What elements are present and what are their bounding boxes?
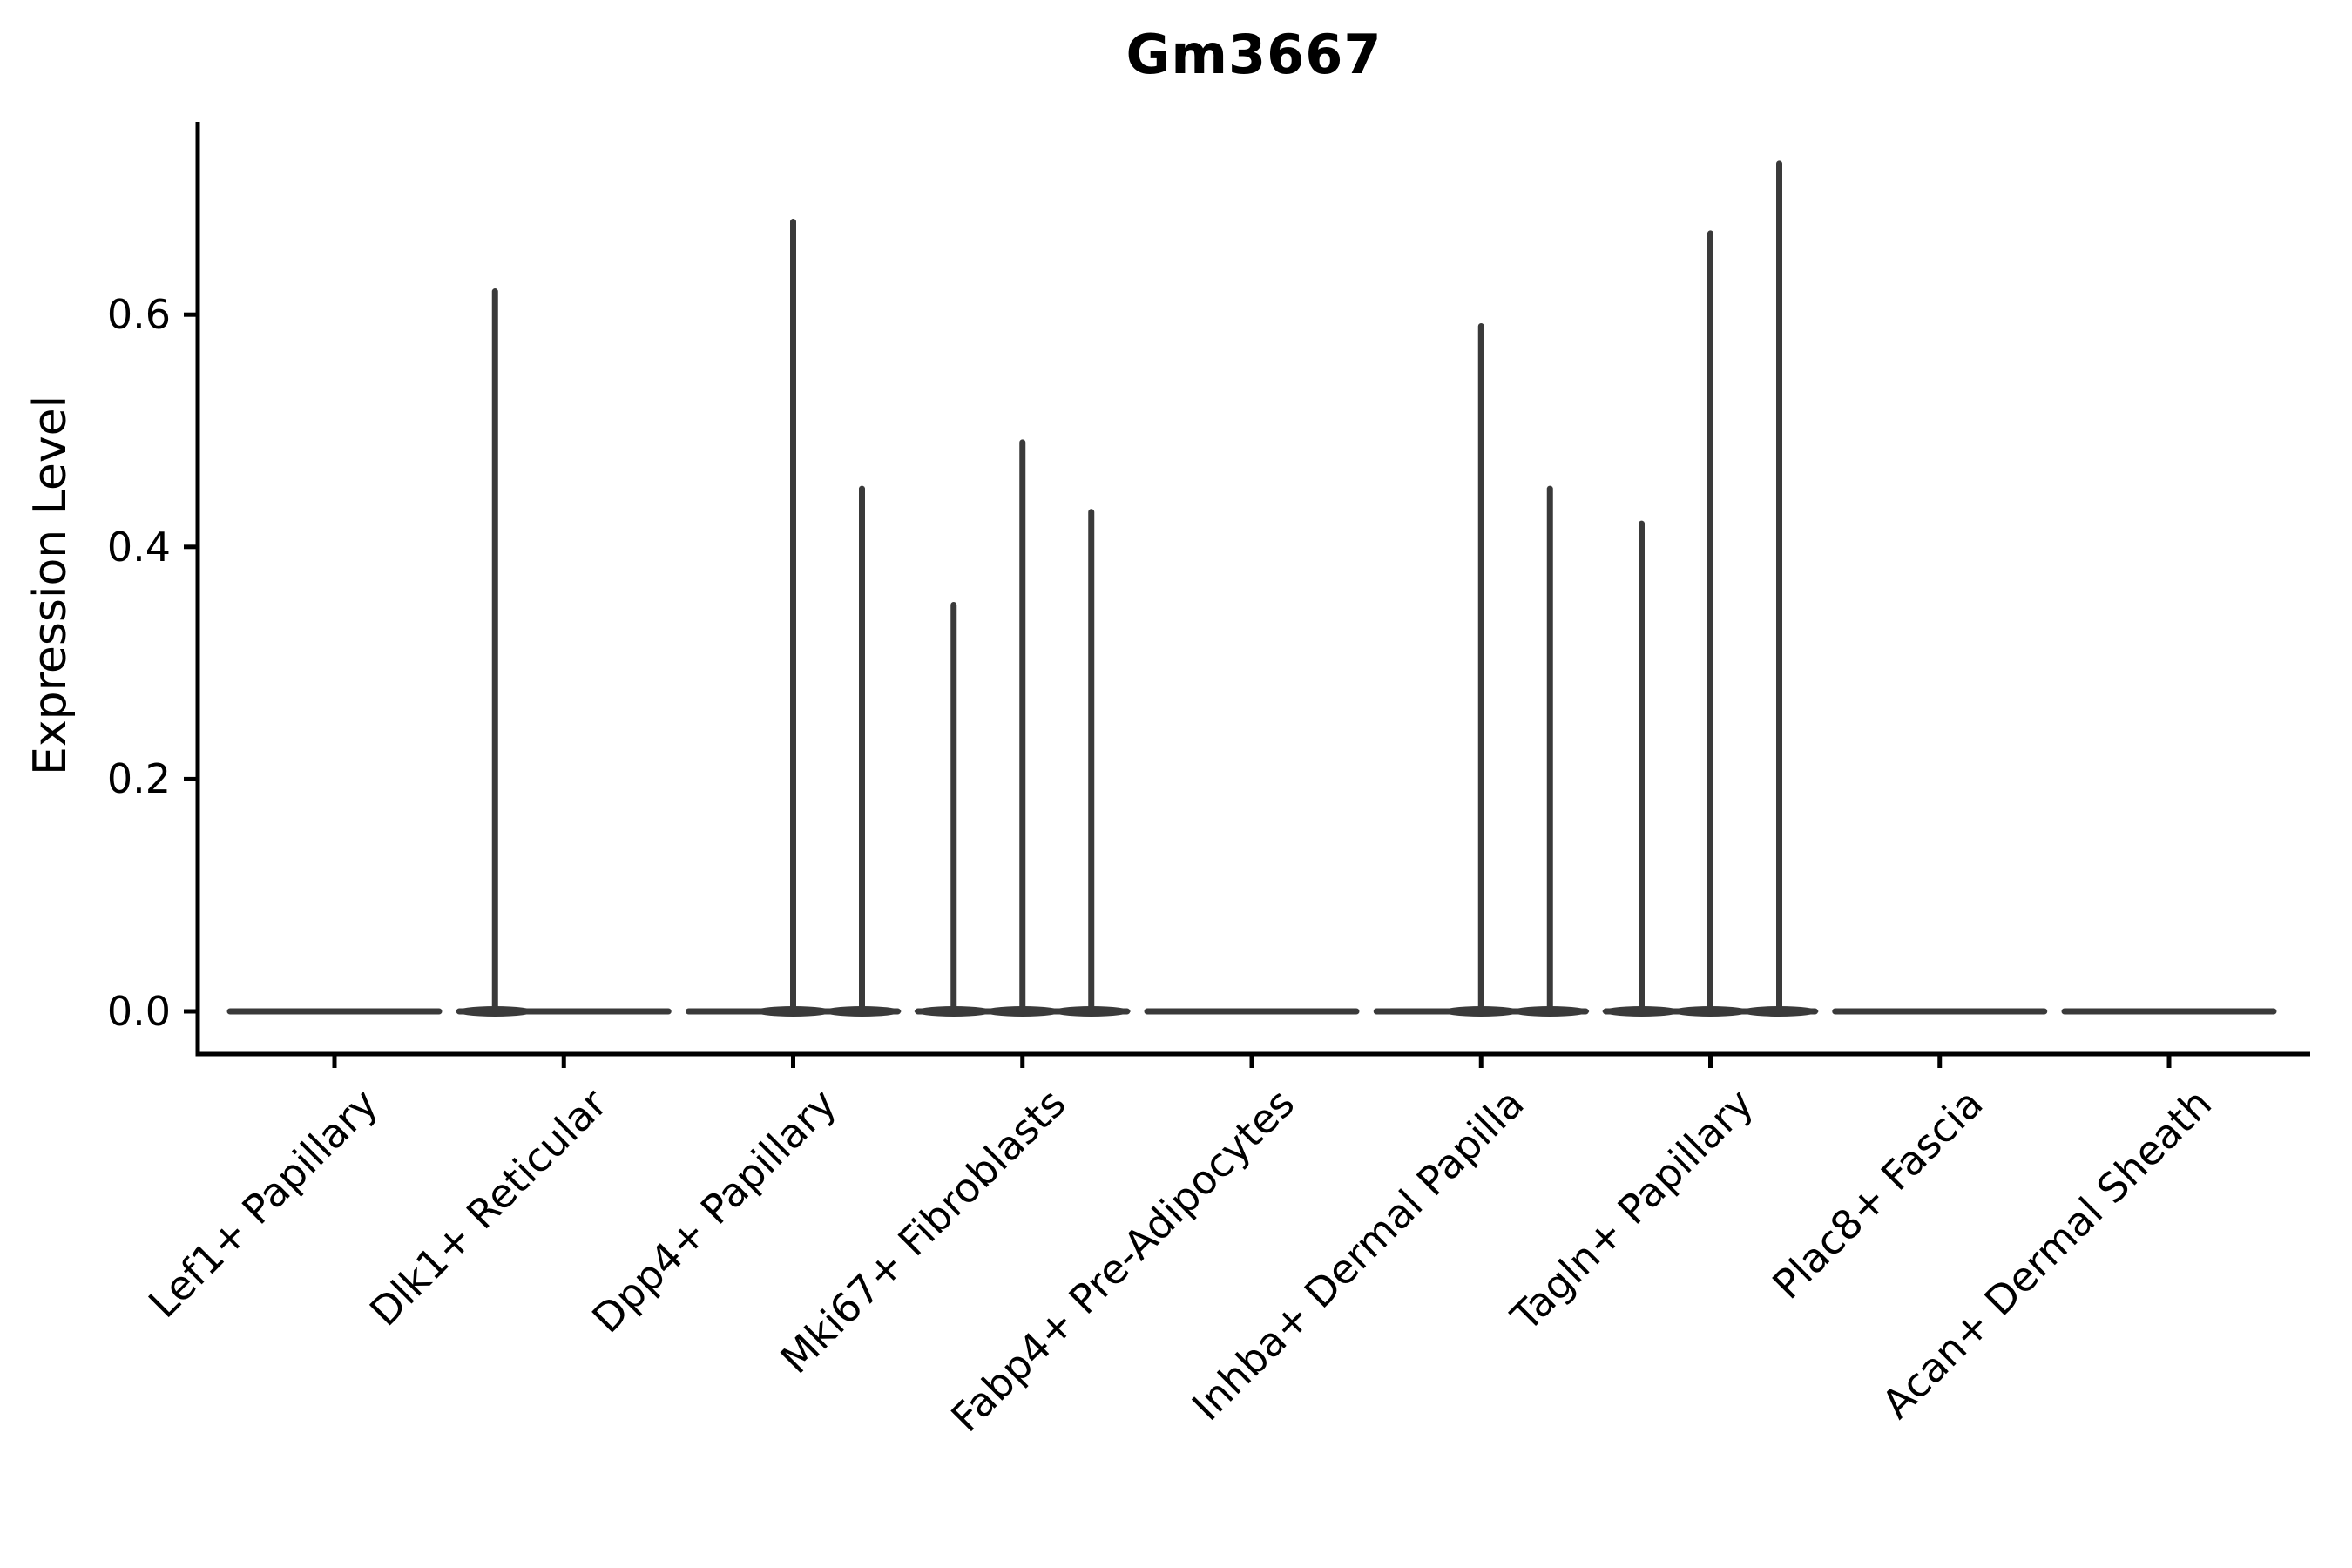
y-tick-label: 0.4 — [106, 523, 171, 571]
y-tick-label: 0.6 — [106, 291, 171, 339]
y-tick-label: 0.2 — [106, 755, 171, 803]
y-tick-label: 0.0 — [106, 988, 171, 1035]
plot-title: Gm3667 — [1125, 23, 1382, 86]
